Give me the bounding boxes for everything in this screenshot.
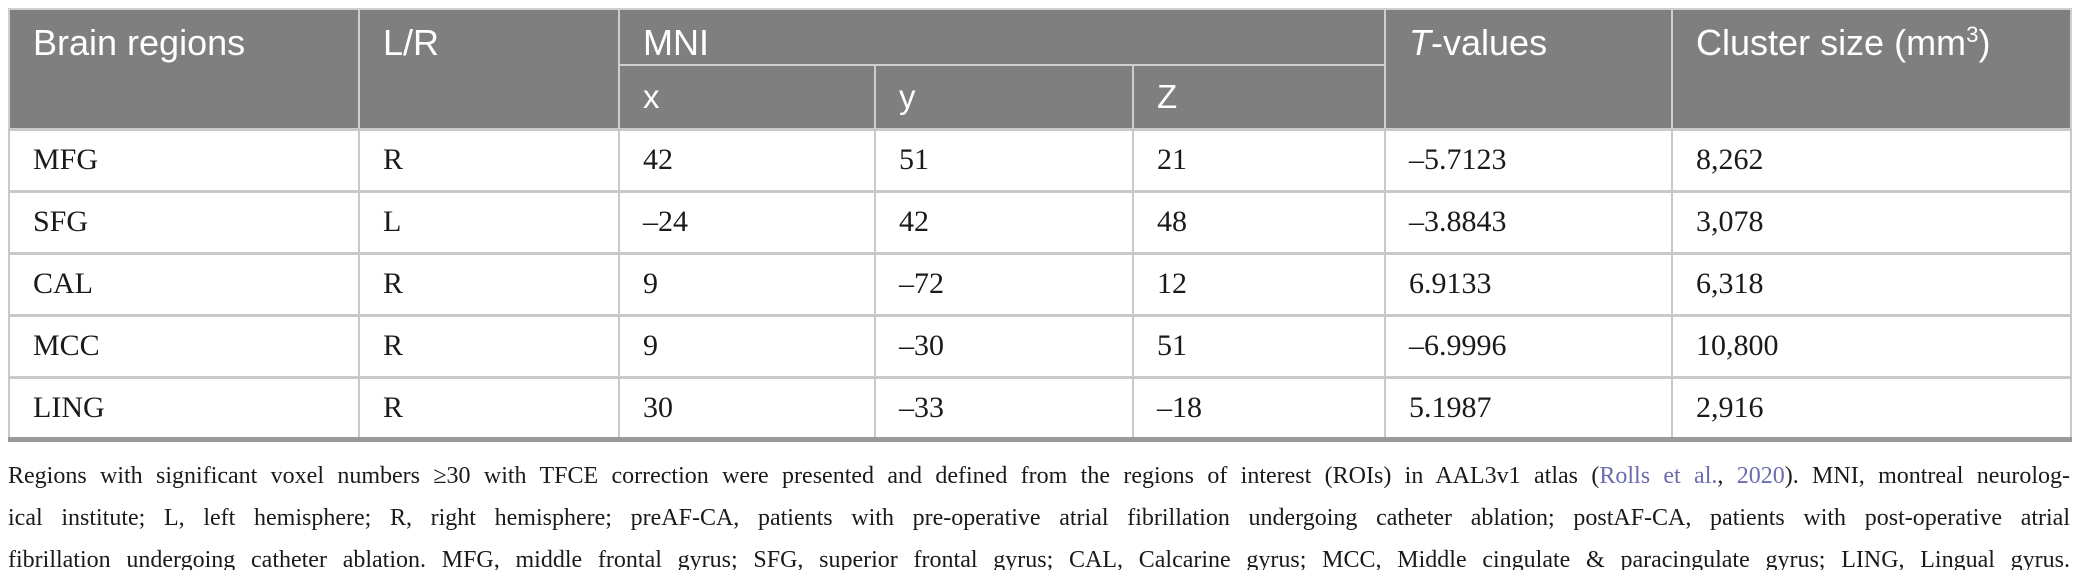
- cell-mni-y: –33: [874, 375, 1134, 440]
- cell-lr: R: [358, 251, 620, 316]
- table-row: MFG R 42 51 21 –5.7123 8,262: [8, 127, 2073, 192]
- cell-cluster: 8,262: [1671, 127, 2073, 192]
- t-values-italic-t: T: [1409, 22, 1432, 63]
- footnote-line-1-tail: ). MNI, montreal neurolog-: [1784, 462, 2071, 489]
- cell-lr: R: [358, 375, 620, 440]
- cell-mni-z: 48: [1131, 189, 1387, 254]
- table-row: LING R 30 –33 –18 5.1987 2,916: [8, 375, 2073, 440]
- cell-mni-z: 21: [1131, 127, 1387, 192]
- cluster-size-close-paren: ): [1978, 22, 1991, 63]
- header-cell-brain-regions: Brain regions: [8, 8, 360, 130]
- cell-mni-z: 51: [1131, 313, 1387, 378]
- cell-lr: R: [358, 127, 620, 192]
- cell-t-value: –5.7123: [1384, 127, 1674, 192]
- cell-mni-z: 12: [1131, 251, 1387, 316]
- header-cell-mni: MNI: [617, 8, 1387, 66]
- header-cell-mni-y: y: [874, 64, 1134, 130]
- cell-mni-y: –30: [874, 313, 1134, 378]
- footnote-line-1: Regions with significant voxel numbers ≥…: [8, 455, 2070, 497]
- cell-mni-y: –72: [874, 251, 1134, 316]
- footnote-line-1-text: Regions with significant voxel numbers ≥…: [8, 462, 1600, 489]
- cell-mni-x: 30: [618, 375, 876, 440]
- table-header: Brain regions L/R MNI T-values Cluster s…: [8, 8, 2073, 130]
- cell-mni-x: 9: [618, 251, 876, 316]
- cell-t-value: –3.8843: [1384, 189, 1674, 254]
- cell-mni-y: 51: [874, 127, 1134, 192]
- cell-mni-x: 42: [618, 127, 876, 192]
- cell-lr: R: [358, 313, 620, 378]
- header-cell-mni-z: Z: [1131, 64, 1387, 130]
- footnote-line-2: ical institute; L, left hemisphere; R, r…: [8, 504, 2070, 531]
- cell-mni-x: –24: [618, 189, 876, 254]
- cell-t-value: 5.1987: [1384, 375, 1674, 440]
- cell-cluster: 3,078: [1671, 189, 2073, 254]
- footnote-line-3: fibrillation undergoing catheter ablatio…: [8, 546, 2070, 570]
- citation-link-authors[interactable]: Rolls et al.: [1599, 462, 1718, 489]
- citation-separator: ,: [1717, 462, 1737, 489]
- cell-mni-y: 42: [874, 189, 1134, 254]
- header-cell-cluster-size: Cluster size (mm3): [1671, 8, 2073, 130]
- cell-region: MFG: [8, 127, 360, 192]
- citation-link-year[interactable]: 2020: [1736, 462, 1785, 489]
- header-cell-mni-x: x: [618, 64, 876, 130]
- cell-cluster: 10,800: [1671, 313, 2073, 378]
- header-cell-lr: L/R: [358, 8, 620, 130]
- table-footnote: Regions with significant voxel numbers ≥…: [8, 455, 2070, 570]
- cell-cluster: 6,318: [1671, 251, 2073, 316]
- t-values-rest: -values: [1431, 22, 1548, 63]
- cell-lr: L: [358, 189, 620, 254]
- cluster-size-superscript: 3: [1966, 22, 1979, 47]
- cell-region: MCC: [8, 313, 360, 378]
- cell-mni-x: 9: [618, 313, 876, 378]
- brain-regions-table: Brain regions L/R MNI T-values Cluster s…: [8, 8, 2073, 442]
- table-row: MCC R 9 –30 51 –6.9996 10,800: [8, 313, 2073, 378]
- cell-region: LING: [8, 375, 360, 440]
- table-row: SFG L –24 42 48 –3.8843 3,078: [8, 189, 2073, 254]
- cell-t-value: –6.9996: [1384, 313, 1674, 378]
- header-cell-t-values: T-values: [1384, 8, 1674, 130]
- cell-t-value: 6.9133: [1384, 251, 1674, 316]
- table-body: MFG R 42 51 21 –5.7123 8,262 SFG L –24 4…: [8, 127, 2073, 440]
- cell-region: CAL: [8, 251, 360, 316]
- table-row: CAL R 9 –72 12 6.9133 6,318: [8, 251, 2073, 316]
- cell-region: SFG: [8, 189, 360, 254]
- cell-mni-z: –18: [1131, 375, 1387, 440]
- cell-cluster: 2,916: [1671, 375, 2073, 440]
- cluster-size-label: Cluster size (mm: [1696, 22, 1967, 63]
